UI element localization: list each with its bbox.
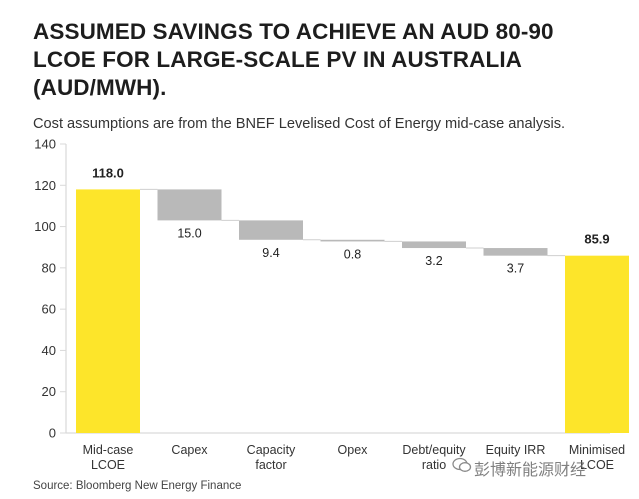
y-tick-label: 20 — [42, 384, 56, 399]
chart-title: ASSUMED SAVINGS TO ACHIEVE AN AUD 80-90 … — [33, 18, 633, 102]
x-category-label: Capacity — [247, 443, 296, 457]
chart-title-line-2: LCOE FOR LARGE-SCALE PV IN AUSTRALIA — [33, 47, 523, 72]
chart-title-line-1: ASSUMED SAVINGS TO ACHIEVE AN AUD 80-90 — [33, 19, 554, 44]
wechat-watermark-icon — [452, 457, 472, 472]
data-label: 3.2 — [425, 254, 442, 268]
decrease-bar — [402, 241, 466, 249]
y-tick-label: 40 — [42, 343, 56, 358]
x-category-label: Opex — [338, 443, 369, 457]
x-category-label: Equity IRR — [486, 443, 546, 457]
data-label: 118.0 — [92, 165, 124, 180]
y-tick-label: 60 — [42, 302, 56, 317]
x-category-label: ratio — [422, 458, 446, 472]
decrease-bar — [239, 220, 303, 240]
total-bar — [76, 189, 140, 433]
y-tick-label: 0 — [49, 426, 56, 441]
y-tick-label: 120 — [34, 178, 56, 193]
x-category-label: LCOE — [580, 458, 614, 472]
data-label: 15.0 — [177, 226, 201, 240]
decrease-bar — [483, 248, 548, 256]
chart-subtitle: Cost assumptions are from the BNEF Level… — [33, 116, 566, 132]
x-category-label: Mid-case — [83, 443, 134, 457]
source-note: Source: Bloomberg New Energy Finance — [33, 480, 242, 492]
decrease-bar — [157, 189, 222, 221]
y-tick-label: 80 — [42, 260, 56, 275]
x-category-label: LCOE — [91, 458, 125, 472]
x-category-label: Capex — [171, 443, 208, 457]
y-tick-label: 100 — [34, 219, 56, 234]
data-label: 0.8 — [344, 247, 361, 261]
x-category-label: Debt/equity — [402, 443, 466, 457]
data-label: 3.7 — [507, 262, 524, 276]
y-tick-label: 140 — [34, 137, 56, 152]
total-bar — [565, 255, 629, 433]
data-label: 85.9 — [584, 232, 609, 247]
decrease-bar — [320, 239, 385, 242]
data-label: 9.4 — [262, 246, 279, 260]
watermark-text: 彭博新能源财经 — [474, 462, 587, 479]
chart-title-line-3: (AUD/MWH). — [33, 75, 167, 100]
x-category-label: Minimised — [569, 443, 625, 457]
x-category-label: factor — [255, 458, 286, 472]
